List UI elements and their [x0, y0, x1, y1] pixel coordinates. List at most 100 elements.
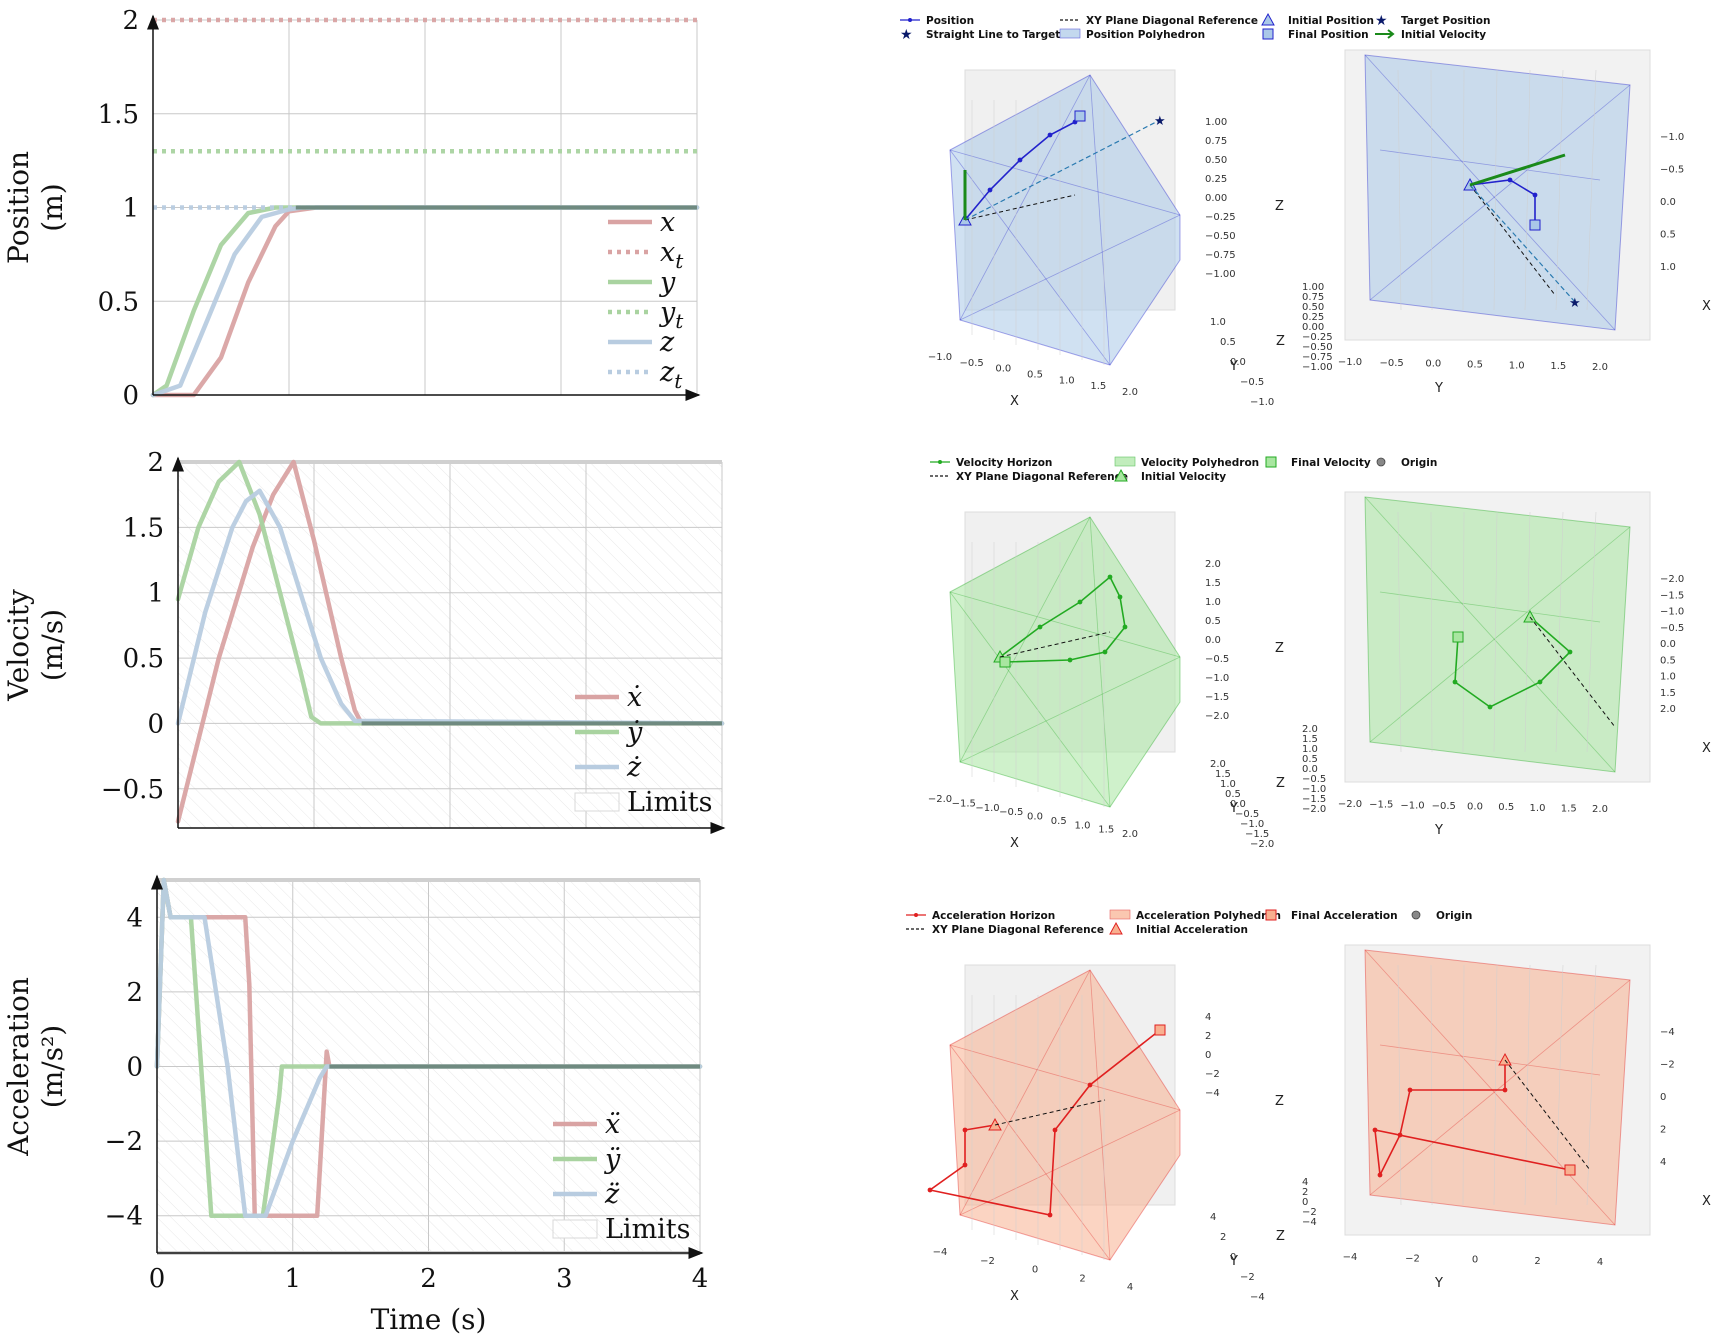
z-tick-label: 4 — [1302, 1177, 1308, 1188]
y-tick-label: 1.5 — [1215, 769, 1231, 780]
z-tick-label: 2.0 — [1302, 724, 1318, 735]
y-axis-label: Velocity(m/s) — [2, 589, 69, 702]
z-tick-label: −2.0 — [1302, 804, 1326, 815]
trajectory-point — [1397, 1132, 1403, 1138]
z-axis-name: Z — [1276, 334, 1285, 349]
trajectory-point — [1567, 649, 1573, 655]
x-tick-label: −2.0 — [928, 794, 952, 805]
z-tick-label: 0.25 — [1205, 174, 1227, 185]
trajectory-point — [1047, 132, 1053, 138]
trajectory-point — [1407, 1087, 1413, 1093]
z-tick-label: 0.00 — [1302, 322, 1324, 333]
grid-line-3d — [1493, 964, 1498, 1206]
x-tick-label: −2 — [1660, 1060, 1675, 1071]
series-line-velocity-0 — [175, 459, 725, 824]
y-tick-label: −1.0 — [1240, 819, 1264, 830]
legend3d-label: Straight Line to Target — [926, 29, 1060, 41]
legend-label: ẋ — [627, 682, 642, 713]
polyhedron-edge — [1379, 149, 1601, 181]
y-tick-label: −0.5 — [1380, 358, 1404, 369]
polyhedron-edge — [949, 1044, 1111, 1261]
legend3d-label: Position Polyhedron — [1086, 29, 1205, 41]
z-tick-label: 0.5 — [1302, 754, 1318, 765]
trajectory-point — [1117, 594, 1123, 600]
plot3d-velocity-iso-view: 2.01.51.00.50.0−0.5−1.0−1.5−2.0Z−2.0 −1.5… — [928, 511, 1284, 851]
polyhedron — [1364, 949, 1631, 1226]
y-tick-label: −1.5 — [1245, 829, 1269, 840]
x-axis-name: X — [1702, 1194, 1711, 1209]
z-tick-label: 0.50 — [1205, 155, 1227, 166]
legend-label: z — [659, 327, 675, 358]
grid-line-3d — [1493, 511, 1498, 753]
legend3d-origin — [1376, 457, 1386, 467]
legend3d-triangle — [1261, 12, 1275, 26]
grid-line-3d — [1430, 964, 1433, 1206]
y-tick-label: −1.5 — [1369, 800, 1393, 811]
y-axis-name: Y — [1229, 1254, 1238, 1269]
z-tick-label: 2 — [1302, 1187, 1308, 1198]
legend3d-label: Final Velocity — [1291, 457, 1371, 469]
trajectory-point — [1502, 1087, 1508, 1093]
y-tick-label: 0.0 — [1230, 799, 1246, 810]
legend-label: yt — [659, 297, 684, 333]
trajectory-line — [1454, 616, 1572, 708]
z-tick-label: 4 — [1205, 1012, 1211, 1023]
z-tick-label: 1.00 — [1205, 117, 1227, 128]
trajectory-point — [1067, 657, 1073, 663]
legend3d-origin — [1411, 910, 1421, 920]
z-tick-label: −1.00 — [1205, 269, 1236, 280]
trajectory-point — [1107, 574, 1113, 580]
legend3d-label: Target Position — [1401, 15, 1490, 27]
panel-velocity: −0.5 0 0.5 1 1.5 2 Velocity(m/s) ẋẏż Limits — [2, 448, 726, 834]
legend3d-dot — [914, 913, 918, 917]
polyhedron-edge — [959, 1109, 1181, 1216]
trajectory-point — [1372, 1127, 1378, 1133]
y-tick-label: 2 — [1534, 1256, 1540, 1267]
z-tick-label: 0 — [1205, 1050, 1211, 1061]
grid-line-3d — [1555, 69, 1564, 311]
final-marker — [1564, 1164, 1576, 1176]
y-tick-label: 0.0 — [1467, 802, 1483, 813]
y-tick-label: 0 — [126, 1053, 143, 1083]
legend-label: ẍ — [605, 1109, 620, 1140]
y-tick-label: 2.0 — [1592, 362, 1608, 373]
z-tick-label: −0.75 — [1302, 352, 1333, 363]
x-tick-label: 2 — [420, 1264, 437, 1294]
diagonal-reference-line — [1504, 1059, 1591, 1171]
y-tick-label: −4 — [1343, 1252, 1358, 1263]
grid-line-3d — [1493, 69, 1498, 311]
row3d-acceleration: Acceleration Horizon Acceleration Polyhed… — [906, 909, 1711, 1304]
final-marker — [1529, 219, 1541, 231]
y-tick-label: −0.5 — [1240, 377, 1264, 388]
x-tick-label: 0.5 — [1660, 655, 1676, 666]
x-tick-label: 2.0 — [1660, 704, 1676, 715]
x-tick-label: 3 — [556, 1264, 573, 1294]
x-tick-label: 2.0 — [1122, 387, 1138, 398]
legend3d-label: Initial Acceleration — [1136, 924, 1248, 936]
polyhedron-edge — [949, 149, 1181, 216]
z-tick-label: 1.5 — [1302, 734, 1318, 745]
straight-line-to-target — [1469, 184, 1576, 303]
z-tick-label: −2 — [1205, 1069, 1220, 1080]
x-tick-label: 0.0 — [1660, 197, 1676, 208]
y-tick-label: −4 — [105, 1202, 143, 1232]
straight-line-to-target — [964, 119, 1161, 221]
diagonal-reference-line — [999, 631, 1111, 658]
z-tick-label: 1.0 — [1302, 744, 1318, 755]
x-tick-label: 1.0 — [1660, 672, 1676, 683]
legend3d-label: Initial Position — [1288, 15, 1374, 27]
trajectory-line — [1469, 179, 1536, 225]
x-tick-label: 2 — [1079, 1273, 1085, 1284]
y-tick-label: 1.0 — [1530, 803, 1546, 814]
3d-plots-figure: Position XY Plane Diagonal Reference Initi… — [900, 12, 1711, 1304]
z-tick-label: −0.25 — [1205, 212, 1236, 223]
initial-velocity-arrow — [1469, 153, 1566, 187]
row3d-position: Position XY Plane Diagonal Reference Initi… — [900, 12, 1711, 409]
grid-line-3d — [1524, 511, 1531, 753]
trajectory-point — [927, 1187, 933, 1193]
legend3d-square — [1262, 28, 1274, 40]
y-axis-name: Y — [1434, 381, 1443, 396]
